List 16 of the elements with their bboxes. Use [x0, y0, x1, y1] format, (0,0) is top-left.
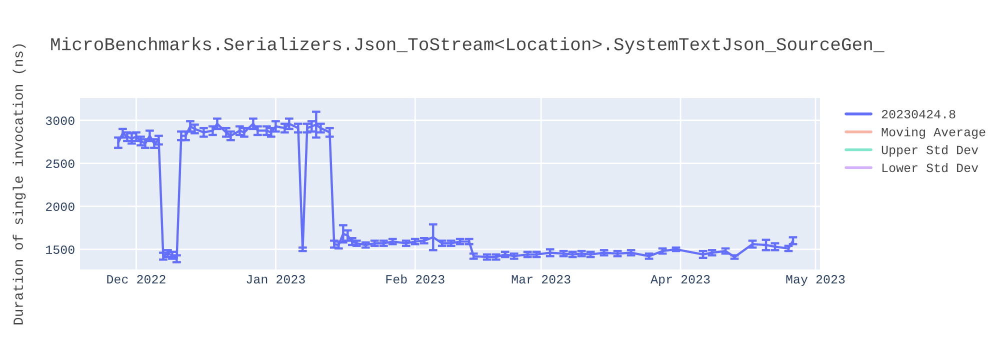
- x-tick-label: Apr 2023: [650, 275, 710, 286]
- x-tick-label: May 2023: [786, 275, 845, 286]
- x-tick-label: Mar 2023: [512, 275, 570, 284]
- x-tick-label: Jan 2023: [246, 275, 305, 284]
- y-tick-label: 2000: [46, 202, 74, 211]
- legend-label: 20230424.8: [882, 110, 956, 118]
- x-tick-label: Dec 2022: [107, 275, 166, 284]
- y-axis-title: Duration of single invocation (ns): [12, 44, 26, 324]
- y-tick-label: 2500: [46, 160, 74, 168]
- y-tick-label: 3000: [46, 116, 74, 126]
- x-tick-label: Feb 2023: [386, 274, 444, 284]
- legend-label: Upper Std Dev: [882, 145, 978, 157]
- y-tick-label: 1500: [46, 245, 74, 254]
- chart-title: MicroBenchmarks.Serializers.Json_ToStream<Location>.SystemTextJson_SourceGen_: [51, 37, 884, 54]
- legend-label: Moving Average: [882, 127, 986, 139]
- legend-label: Lower Std Dev: [882, 162, 978, 172]
